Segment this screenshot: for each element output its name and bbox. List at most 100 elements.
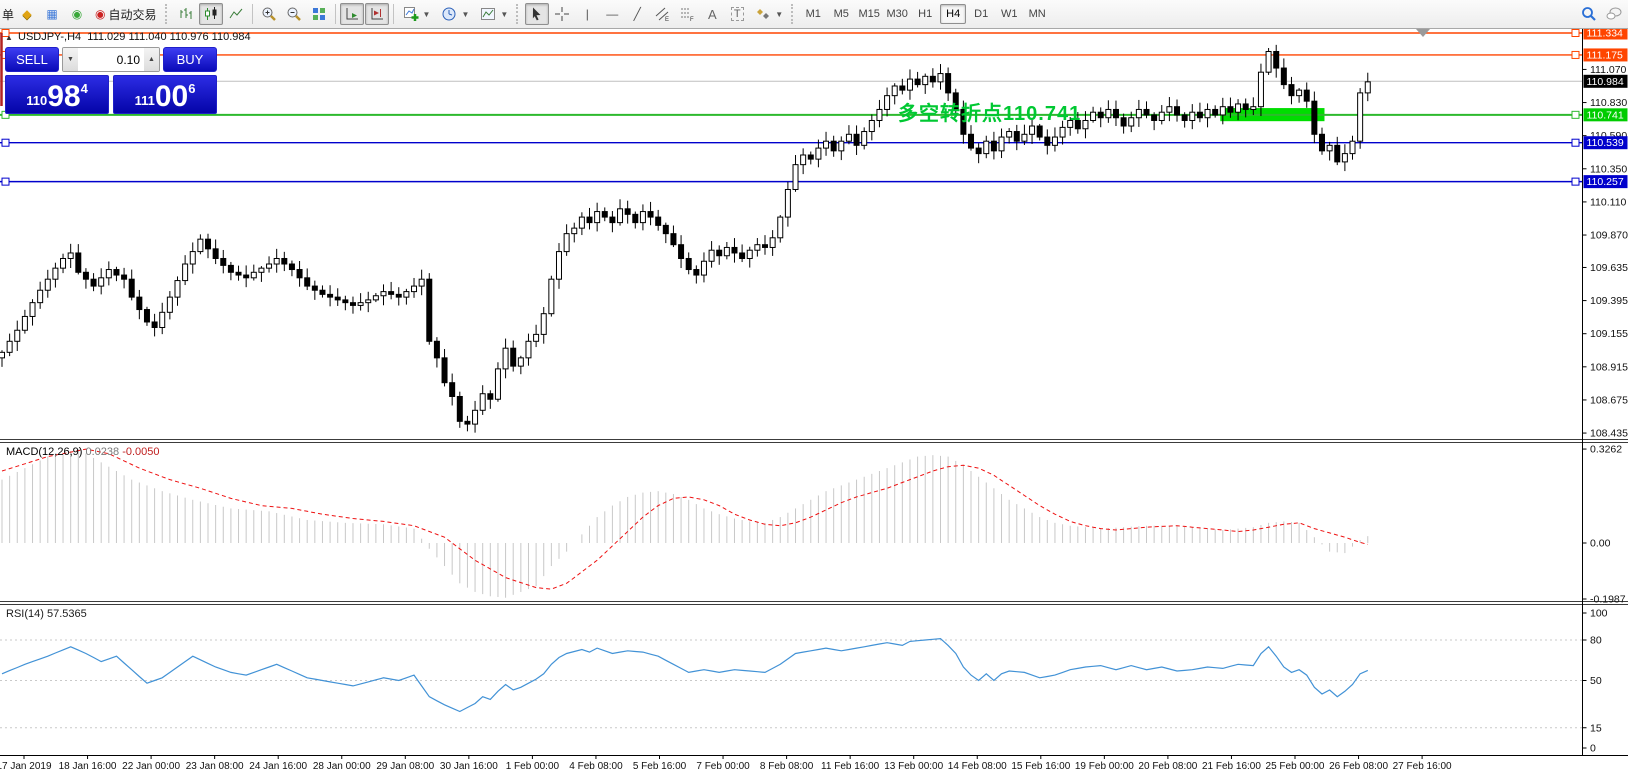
fibonacci-button[interactable]: F	[675, 3, 699, 25]
buy-button[interactable]: BUY	[163, 47, 217, 72]
volume-decrease-button[interactable]: ▼	[63, 48, 78, 71]
price-badge	[1583, 108, 1628, 122]
rsi-scale[interactable]: 100 80 50 15 0	[1582, 608, 1608, 755]
macd-scale[interactable]: 0.3262 0.00 -0.1987	[1582, 444, 1626, 606]
clock-icon	[442, 7, 456, 21]
time-scale[interactable]: 17 Jan 2019 18 Jan 16:00 22 Jan 00:00 23 Ja…	[0, 755, 1452, 773]
line-handle[interactable]	[1571, 177, 1580, 186]
price-badge	[1583, 26, 1628, 40]
timeframe-D1[interactable]: D1	[974, 8, 989, 20]
indicators-icon	[403, 7, 419, 21]
timeframe-W1[interactable]: W1	[1000, 8, 1018, 20]
search-button[interactable]	[1577, 3, 1601, 25]
chart-shift-button[interactable]	[364, 3, 389, 25]
chart-window-glyph-icon: ▲	[5, 33, 13, 42]
toolbar-grip[interactable]	[791, 4, 797, 24]
vertical-line-icon: |	[585, 7, 589, 21]
dropdown-arrow-icon: ▼	[461, 9, 470, 19]
chart-annotation-text[interactable]: 多空转折点110.741	[898, 103, 1082, 125]
timeframe-M15[interactable]: M15	[858, 8, 880, 20]
timeframe-H1[interactable]: H1	[918, 8, 933, 20]
market-watch-button[interactable]: ▦	[40, 3, 64, 25]
svg-text:110.830: 110.830	[1590, 97, 1627, 109]
bar-chart-button[interactable]	[174, 3, 198, 25]
candlestick-chart-button[interactable]	[198, 3, 223, 25]
line-handle[interactable]	[1, 138, 10, 147]
cursor-button[interactable]	[525, 3, 550, 25]
svg-text:-0.1987: -0.1987	[1590, 594, 1626, 606]
toolbar-grip[interactable]	[164, 4, 171, 24]
candlestick-series[interactable]	[0, 44, 1371, 433]
rsi-level-lines	[0, 639, 1582, 729]
svg-text:7 Feb 00:00: 7 Feb 00:00	[696, 761, 750, 772]
sell-price-display[interactable]: 110 98 4	[5, 75, 109, 114]
horizontal-level-lines[interactable]	[0, 29, 1582, 186]
auto-scroll-button[interactable]	[339, 3, 364, 25]
indicators-button[interactable]: ▼	[398, 3, 436, 25]
dropdown-arrow-icon: ▼	[775, 9, 784, 19]
chart-shift-marker-icon[interactable]	[1416, 29, 1430, 37]
templates-button[interactable]: ▼	[475, 3, 513, 25]
sell-button[interactable]: SELL	[5, 47, 59, 72]
trendline-icon: ╱	[633, 7, 641, 21]
text-label-button[interactable]: T	[725, 3, 749, 25]
channel-button[interactable]: E	[650, 3, 674, 25]
line-handle[interactable]	[1, 177, 10, 186]
auto-trading-button[interactable]: ◉ 自动交易	[90, 3, 162, 25]
svg-text:21 Feb 16:00: 21 Feb 16:00	[1202, 761, 1261, 772]
panel-separators[interactable]	[0, 439, 1628, 756]
arrows-button[interactable]: ▼	[750, 3, 788, 25]
vertical-line-button[interactable]: |	[575, 3, 599, 25]
timeframe-M30[interactable]: M30	[886, 8, 908, 20]
line-handle[interactable]	[1571, 50, 1580, 59]
price-scale[interactable]: 111.070110.830110.590110.350110.110109.8…	[1582, 26, 1628, 440]
macd-histogram	[1, 449, 1369, 598]
svg-text:28 Jan 00:00: 28 Jan 00:00	[313, 761, 371, 772]
line-handle[interactable]	[1571, 138, 1580, 147]
trendline-button[interactable]: ╱	[625, 3, 649, 25]
text-button[interactable]: A	[700, 3, 724, 25]
auto-trading-label: 自动交易	[108, 7, 157, 22]
svg-text:5 Feb 16:00: 5 Feb 16:00	[633, 761, 687, 772]
price-badge	[1583, 74, 1628, 88]
line-handle[interactable]	[1571, 29, 1580, 37]
svg-text:30 Jan 16:00: 30 Jan 16:00	[440, 761, 498, 772]
buy-price-display[interactable]: 111 00 6	[113, 75, 217, 114]
timeframe-MN[interactable]: MN	[1028, 8, 1046, 20]
svg-text:109.635: 109.635	[1590, 262, 1628, 274]
timeframe-M5[interactable]: M5	[833, 8, 849, 20]
timeframe-H4[interactable]: H4	[940, 4, 967, 24]
timeframe-M1[interactable]: M1	[805, 8, 821, 20]
signals-button[interactable]: ◉	[65, 3, 89, 25]
shapes-icon	[757, 9, 770, 19]
periods-button[interactable]: ▼	[436, 3, 474, 25]
price-badge-label: 110.539	[1587, 137, 1624, 149]
tile-windows-button[interactable]	[307, 3, 331, 25]
macd-indicator-label: MACD(12,26,9) 0.0238 -0.0050	[6, 446, 160, 458]
rsi-indicator-label: RSI(14) 57.5365	[6, 608, 87, 620]
price-badge-label: 110.984	[1587, 76, 1624, 88]
timeframe-group: M1 M5 M15 M30 H1 H4 D1 W1 MN	[800, 4, 1050, 24]
toolbar-grip[interactable]	[516, 4, 522, 24]
volume-input[interactable]	[78, 48, 144, 71]
zoom-in-button[interactable]	[257, 3, 281, 25]
toolbar: 单 ◆ ▦ ◉ ◉ 自动交易	[0, 0, 1628, 29]
rsi-value: 57.5365	[46, 608, 87, 620]
new-order-button[interactable]: ◆	[15, 3, 39, 25]
price-badge-label: 111.175	[1587, 49, 1624, 61]
line-chart-button[interactable]	[224, 3, 248, 25]
volume-increase-button[interactable]: ▲	[144, 48, 159, 71]
line-handle[interactable]	[1571, 110, 1580, 119]
chat-button[interactable]	[1602, 3, 1626, 25]
menu-fragment[interactable]: 单	[2, 7, 15, 22]
svg-text:18 Jan 16:00: 18 Jan 16:00	[59, 761, 117, 772]
zoom-out-button[interactable]	[282, 3, 306, 25]
bar-chart-icon	[180, 8, 192, 19]
svg-text:29 Jan 08:00: 29 Jan 08:00	[376, 761, 434, 772]
crosshair-button[interactable]	[550, 3, 574, 25]
svg-text:110.350: 110.350	[1590, 163, 1627, 175]
horizontal-line-button[interactable]: —	[600, 3, 624, 25]
svg-text:20 Feb 08:00: 20 Feb 08:00	[1138, 761, 1197, 772]
